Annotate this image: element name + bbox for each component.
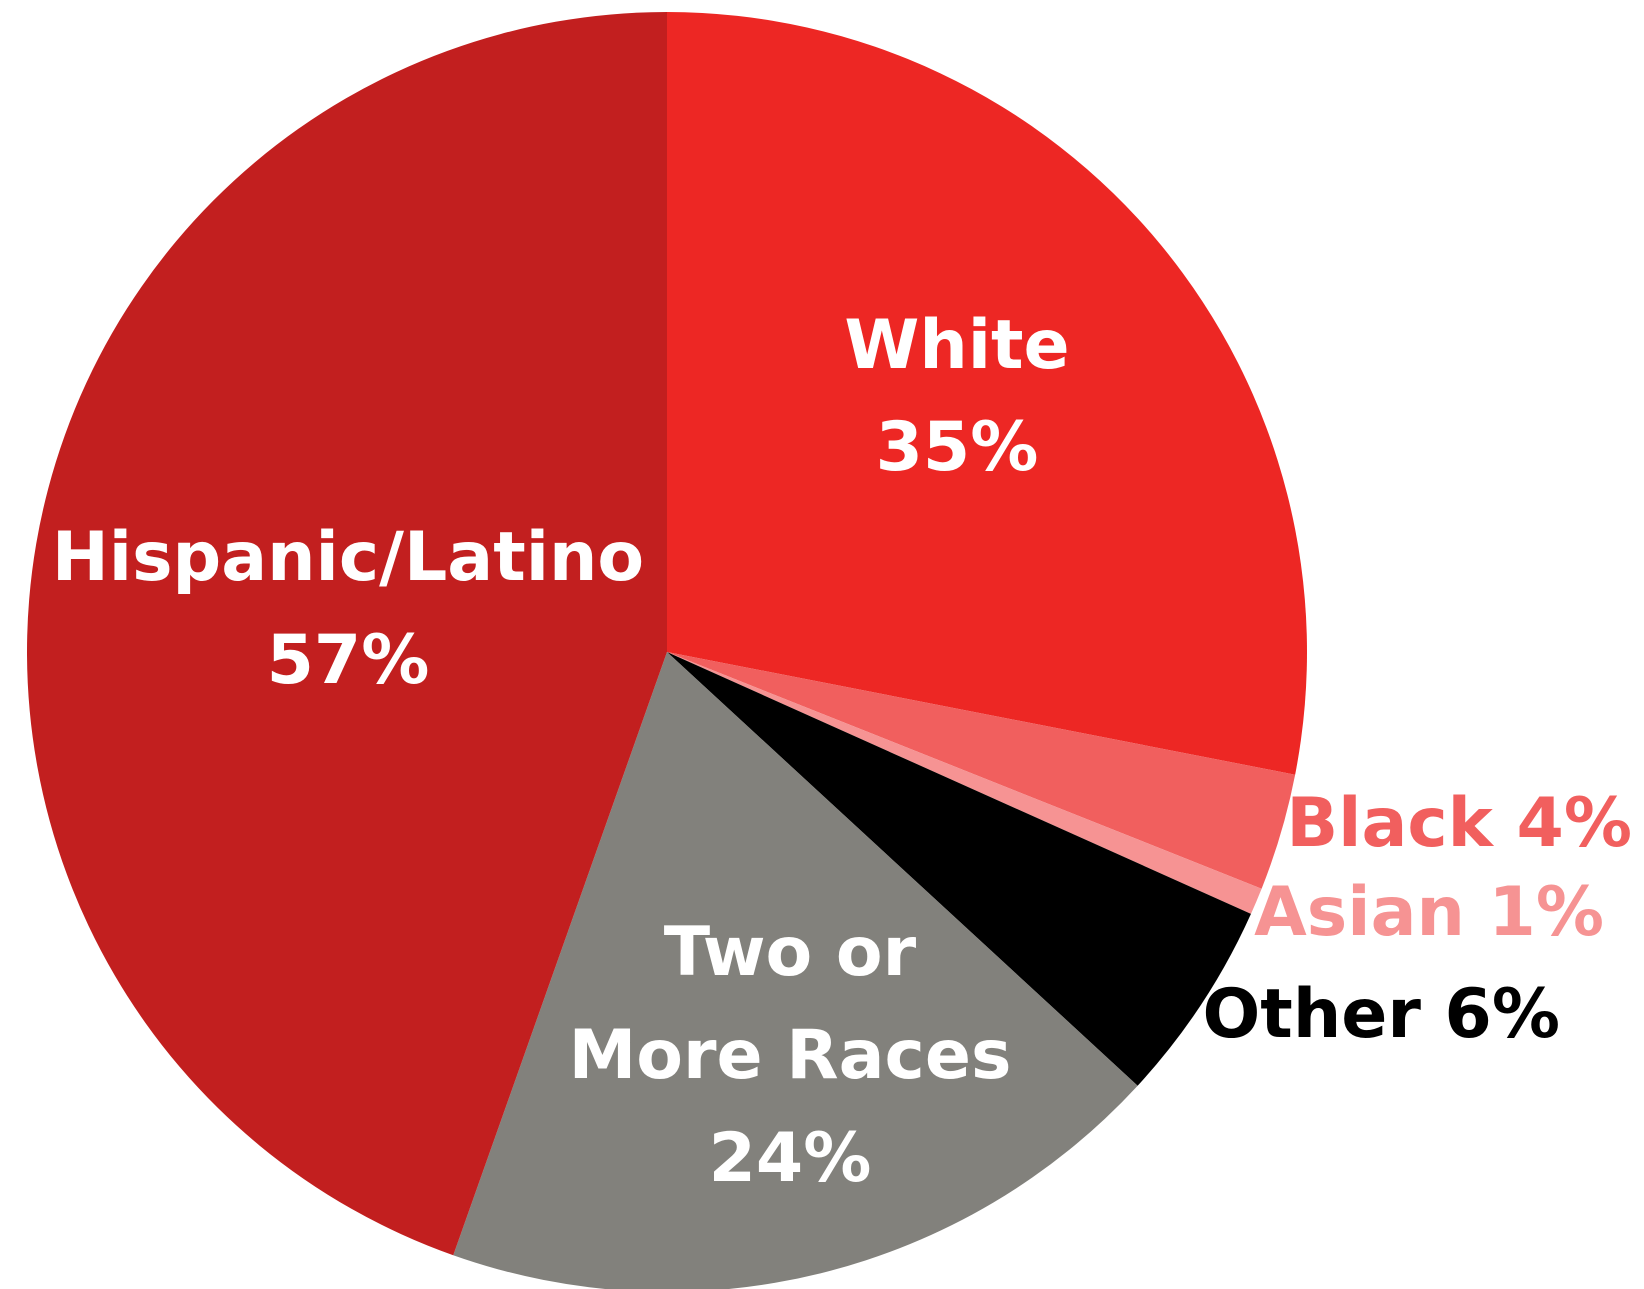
data-label-two-or-more-races: Two or More Races 24% bbox=[569, 913, 1012, 1198]
pie-slice-black bbox=[667, 652, 1296, 889]
pie-slice-hispanic-latino bbox=[26, 12, 667, 1256]
pie-slice-other bbox=[667, 652, 1251, 1086]
pie-slice-two-or-more-races bbox=[453, 652, 1138, 1289]
data-label-line: 24% bbox=[709, 1119, 872, 1198]
data-label-line: Black 4% bbox=[1286, 784, 1632, 863]
pie-labels: White 35% Black 4% Asian 1% Other 6% Two or Mo… bbox=[52, 306, 1632, 1198]
data-label-white: White 35% bbox=[844, 306, 1069, 487]
data-label-other: Other 6% bbox=[1203, 975, 1561, 1054]
data-label-line: Asian 1% bbox=[1254, 873, 1604, 952]
data-label-line: Hispanic/Latino bbox=[52, 518, 644, 597]
data-label-line: Two or bbox=[664, 913, 917, 992]
data-label-asian: Asian 1% bbox=[1254, 873, 1604, 952]
data-label-line: 57% bbox=[267, 621, 430, 700]
data-label-line: White bbox=[844, 306, 1069, 385]
pie-slice-asian bbox=[667, 652, 1262, 914]
data-label-hispanic-latino: Hispanic/Latino 57% bbox=[52, 518, 644, 700]
pie-slices bbox=[26, 12, 1307, 1289]
data-label-black: Black 4% bbox=[1286, 784, 1632, 863]
data-label-line: More Races bbox=[569, 1016, 1012, 1095]
data-label-line: Other 6% bbox=[1203, 975, 1561, 1054]
data-label-line: 35% bbox=[876, 408, 1039, 487]
pie-slice-white bbox=[667, 12, 1307, 775]
